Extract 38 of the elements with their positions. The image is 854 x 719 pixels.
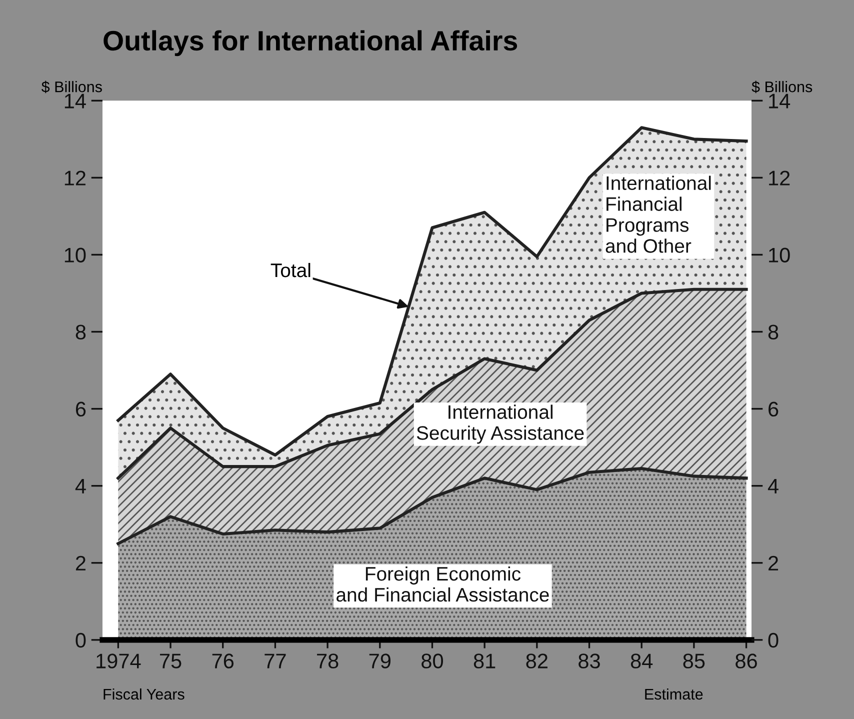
x-tick-label: 76 [212, 654, 234, 668]
y2-tick-label: 10 [769, 248, 790, 262]
x-tick-label: 81 [474, 654, 496, 668]
y2-tick-label: 2 [768, 556, 778, 570]
y-tick-label: 12 [64, 170, 86, 186]
x-tick-label: 77 [264, 654, 286, 668]
y-tick-label: 10 [64, 248, 86, 262]
y-tick-label: 14 [64, 94, 86, 108]
y-tick-label: 4 [75, 479, 86, 494]
x-tick-label: 79 [369, 654, 390, 668]
y2-axis-title: $ Billions [752, 80, 812, 94]
y-tick-label: 2 [76, 556, 86, 570]
x-tick-label: 1974 [96, 654, 141, 668]
series-label: International Security Assistance [416, 404, 584, 444]
text: Fiscal Years [104, 688, 184, 700]
y2-tick-label: 14 [769, 94, 790, 108]
y2-tick-label: 12 [769, 170, 790, 186]
x-tick-label: 84 [630, 654, 653, 668]
x-tick-label: 80 [422, 654, 444, 668]
x-tick-label: 78 [317, 654, 338, 668]
x-tick-label: 86 [736, 654, 757, 668]
y-tick-label: 0 [76, 632, 86, 648]
x-tick-label: 83 [578, 654, 600, 668]
y2-tick-label: 8 [768, 324, 778, 340]
y-tick-label: 6 [76, 402, 86, 417]
x-tick-label: 85 [683, 654, 705, 668]
y2-tick-label: 0 [768, 632, 778, 648]
y2-tick-label: 4 [768, 479, 778, 494]
x-tick-label: 82 [526, 654, 548, 668]
y-tick-label: 8 [76, 324, 86, 340]
series-label: Foreign Economic and Financial Assistance [336, 566, 549, 602]
chart-title: Outlays for International Affairs [104, 30, 518, 56]
y-axis-title: $ Billions [42, 80, 102, 94]
series-label: International Financial Programs and Other [606, 176, 711, 253]
annotation: Total [270, 262, 310, 278]
x-tick-label: 75 [160, 654, 182, 668]
y2-tick-label: 6 [768, 402, 778, 417]
text: Estimate [645, 688, 703, 700]
